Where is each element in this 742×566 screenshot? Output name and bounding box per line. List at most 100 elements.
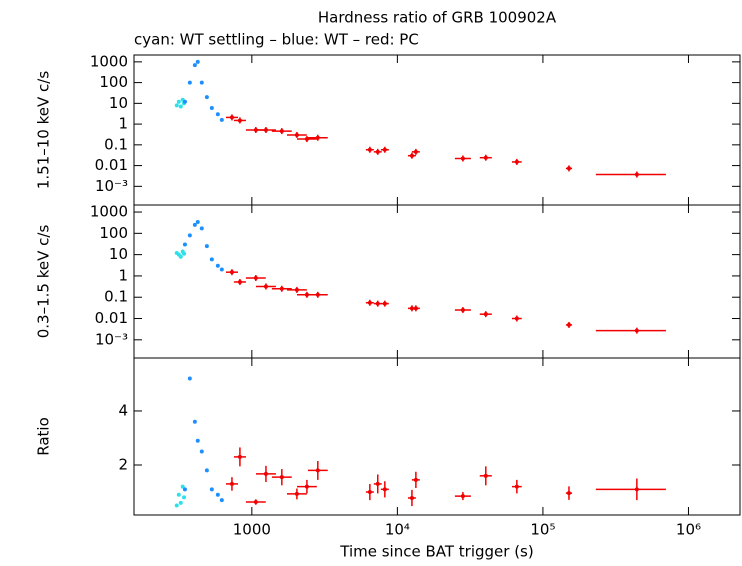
y-tick-label: 10 — [109, 245, 128, 263]
x-tick-label: 1000 — [233, 521, 271, 539]
data-point — [483, 312, 488, 317]
data-point — [460, 308, 465, 313]
data-point — [304, 484, 309, 489]
data-point — [514, 316, 519, 321]
chart-title: Hardness ratio of GRB 100902A — [318, 9, 557, 27]
data-point — [182, 251, 187, 256]
data-point — [199, 80, 204, 85]
data-point — [566, 491, 571, 496]
data-point — [279, 129, 284, 134]
plot-frame — [133, 204, 741, 359]
data-point — [634, 328, 639, 333]
y-tick-label: 100 — [99, 73, 128, 91]
data-point — [187, 80, 192, 85]
data-point — [566, 166, 571, 171]
data-point — [195, 438, 200, 443]
data-point — [219, 267, 224, 272]
data-point — [215, 112, 220, 117]
data-point — [199, 226, 204, 231]
y-axis-label: Ratio — [35, 417, 53, 456]
data-point — [382, 147, 387, 152]
data-point — [460, 494, 465, 499]
data-point — [279, 475, 284, 480]
chart-subtitle: cyan: WT settling – blue: WT – red: PC — [134, 31, 419, 49]
data-point — [204, 468, 209, 473]
data-point — [514, 484, 519, 489]
data-point — [367, 490, 372, 495]
data-point — [192, 63, 197, 68]
y-tick-label: 0.1 — [104, 288, 128, 306]
data-point — [229, 270, 234, 275]
data-point — [204, 95, 209, 100]
data-point — [382, 301, 387, 306]
data-point — [182, 495, 187, 500]
y-tick-label: 10 — [109, 94, 128, 112]
data-point — [279, 286, 284, 291]
data-point — [209, 487, 214, 492]
data-point — [294, 491, 299, 496]
data-point — [187, 376, 192, 381]
y-tick-label: 0.01 — [95, 309, 128, 327]
data-point — [174, 103, 179, 108]
data-point — [315, 135, 320, 140]
data-point — [514, 159, 519, 164]
data-point — [237, 279, 242, 284]
data-point — [182, 487, 187, 492]
data-point — [192, 419, 197, 424]
data-point — [367, 300, 372, 305]
data-point — [187, 233, 192, 238]
y-axis-label: 0.3–1.5 keV c/s — [35, 225, 53, 339]
data-point — [253, 127, 258, 132]
data-point — [253, 275, 258, 280]
data-point — [209, 257, 214, 262]
data-point — [375, 301, 380, 306]
data-point — [413, 306, 418, 311]
data-point — [229, 481, 234, 486]
y-tick-label: 10⁻³ — [95, 330, 128, 348]
y-axis-label: 1.51–10 keV c/s — [35, 71, 53, 189]
x-tick-label: 10⁶ — [676, 521, 701, 539]
y-tick-label: 1 — [118, 266, 128, 284]
data-point — [483, 155, 488, 160]
data-point — [634, 172, 639, 177]
data-point — [263, 127, 268, 132]
data-point — [215, 492, 220, 497]
data-point — [409, 153, 414, 158]
data-point — [294, 287, 299, 292]
data-point — [178, 500, 183, 505]
plot-frame — [133, 357, 741, 516]
y-tick-label: 2 — [118, 456, 128, 474]
data-point — [237, 118, 242, 123]
data-point — [413, 477, 418, 482]
data-point — [195, 59, 200, 64]
data-point — [315, 468, 320, 473]
data-point — [176, 492, 181, 497]
data-point — [237, 454, 242, 459]
data-point — [215, 263, 220, 268]
x-tick-label: 10⁵ — [530, 521, 555, 539]
data-point — [180, 484, 185, 489]
data-point — [294, 132, 299, 137]
data-point — [375, 149, 380, 154]
y-tick-label: 0.1 — [104, 135, 128, 153]
data-point — [263, 284, 268, 289]
data-point — [375, 481, 380, 486]
y-tick-label: 0.01 — [95, 156, 128, 174]
data-point — [382, 487, 387, 492]
data-point — [367, 147, 372, 152]
data-point — [174, 503, 179, 508]
y-tick-label: 100 — [99, 224, 128, 242]
data-point — [229, 115, 234, 120]
data-point — [178, 254, 183, 259]
y-tick-label: 10⁻³ — [95, 177, 128, 195]
data-point — [413, 149, 418, 154]
data-point — [634, 487, 639, 492]
data-point — [253, 500, 258, 505]
data-point — [209, 105, 214, 110]
data-point — [192, 222, 197, 227]
y-tick-label: 1000 — [90, 203, 128, 221]
data-point — [460, 156, 465, 161]
data-point — [199, 449, 204, 454]
data-point — [304, 292, 309, 297]
